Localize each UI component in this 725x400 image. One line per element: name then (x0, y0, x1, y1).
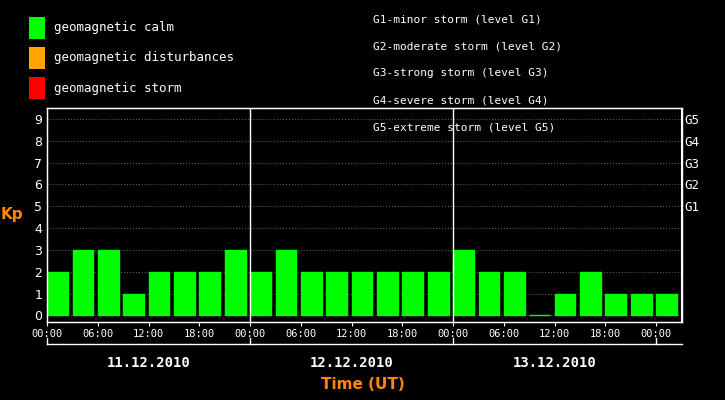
Bar (504, 272, 525, 316)
Text: Time (UT): Time (UT) (320, 377, 405, 392)
Bar (631, 294, 652, 316)
Bar (72, 250, 94, 316)
Text: geomagnetic calm: geomagnetic calm (54, 22, 175, 34)
Text: geomagnetic disturbances: geomagnetic disturbances (54, 52, 234, 64)
Text: G5-extreme storm (level G5): G5-extreme storm (level G5) (373, 123, 555, 133)
Bar (225, 250, 246, 316)
Bar (174, 272, 195, 316)
Bar (428, 272, 449, 316)
Text: Kp: Kp (1, 208, 23, 222)
Bar (605, 294, 626, 316)
Bar (352, 272, 373, 316)
Bar (453, 250, 474, 316)
Text: G4-severe storm (level G4): G4-severe storm (level G4) (373, 96, 549, 106)
Bar (250, 272, 271, 316)
Bar (402, 272, 423, 316)
Text: G2-moderate storm (level G2): G2-moderate storm (level G2) (373, 41, 563, 51)
Text: G1-minor storm (level G1): G1-minor storm (level G1) (373, 14, 542, 24)
Bar (326, 272, 347, 316)
Bar (149, 272, 170, 316)
Bar (580, 272, 601, 316)
Text: geomagnetic storm: geomagnetic storm (54, 82, 182, 94)
Text: 11.12.2010: 11.12.2010 (107, 356, 191, 370)
Bar (301, 272, 322, 316)
Text: 13.12.2010: 13.12.2010 (513, 356, 597, 370)
Text: 12.12.2010: 12.12.2010 (310, 356, 394, 370)
Text: G3-strong storm (level G3): G3-strong storm (level G3) (373, 68, 549, 78)
Bar (656, 294, 677, 316)
Bar (98, 250, 119, 316)
Bar (555, 294, 576, 316)
Bar (276, 250, 297, 316)
Bar (377, 272, 398, 316)
Bar (47, 272, 68, 316)
Bar (199, 272, 220, 316)
Bar (478, 272, 500, 316)
Bar (123, 294, 144, 316)
